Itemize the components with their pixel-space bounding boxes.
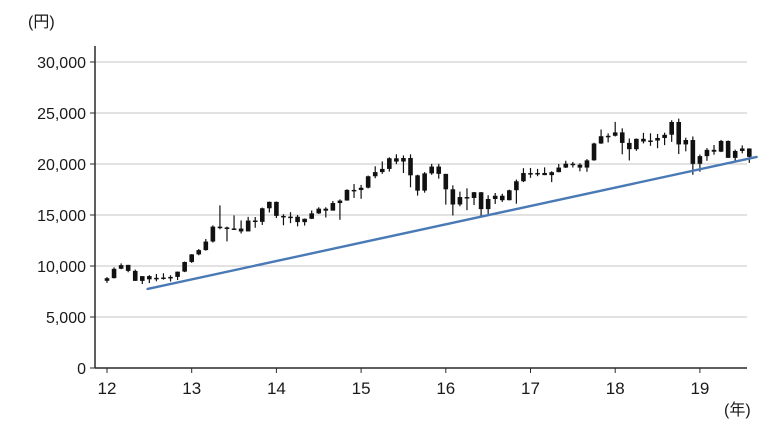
svg-text:25,000: 25,000 (37, 106, 86, 123)
svg-text:12: 12 (98, 379, 117, 398)
svg-text:10,000: 10,000 (37, 259, 86, 276)
svg-text:15,000: 15,000 (37, 208, 86, 225)
svg-text:18: 18 (606, 379, 625, 398)
svg-text:16: 16 (436, 379, 455, 398)
svg-text:19: 19 (690, 379, 709, 398)
x-axis-unit-label: (年) (724, 402, 751, 419)
svg-text:17: 17 (521, 379, 540, 398)
svg-text:5,000: 5,000 (46, 310, 86, 327)
svg-text:20,000: 20,000 (37, 157, 86, 174)
svg-text:30,000: 30,000 (37, 55, 86, 72)
svg-text:14: 14 (267, 379, 286, 398)
svg-text:13: 13 (182, 379, 201, 398)
svg-text:15: 15 (352, 379, 371, 398)
y-axis-unit-label: (円) (28, 14, 55, 31)
svg-text:0: 0 (77, 361, 86, 378)
